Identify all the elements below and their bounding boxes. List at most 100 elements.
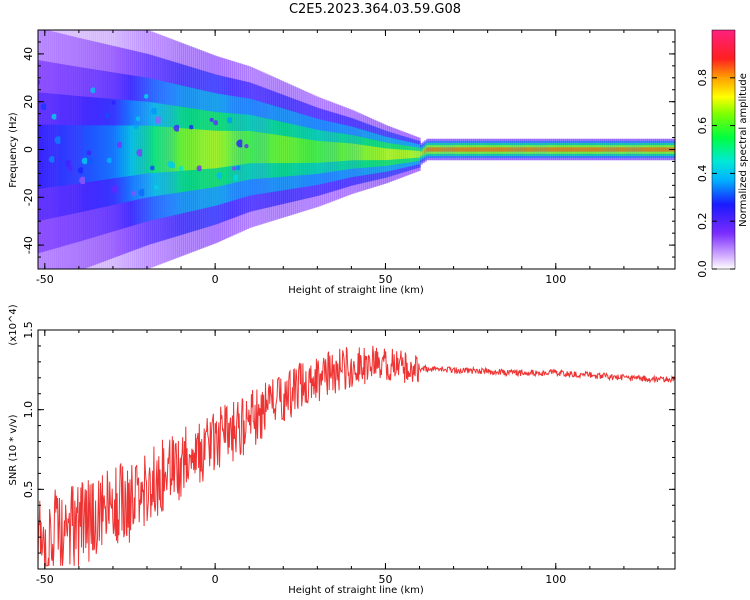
heatmap-cell — [454, 147, 458, 152]
heatmap-blob — [244, 143, 249, 149]
spectrogram-x-ticks: -50 0 50 100 — [36, 30, 659, 286]
heatmap-cell — [52, 124, 55, 187]
heatmap-cell — [493, 147, 497, 152]
heatmap-cell — [113, 125, 117, 179]
heatmap-cell — [277, 135, 280, 164]
heatmap-cell — [565, 147, 568, 152]
heatmap-cell — [297, 138, 301, 163]
heatmap-cell — [418, 150, 421, 158]
heatmap-cell — [125, 125, 129, 177]
y-tick-label: 1.0 — [22, 401, 35, 419]
heatmap-cell — [78, 125, 82, 184]
heatmap-cell — [465, 147, 468, 152]
heatmap-cell — [665, 147, 669, 152]
heatmap-cell — [352, 143, 356, 161]
heatmap-cell — [320, 141, 323, 163]
heatmap-cell — [266, 133, 270, 164]
heatmap-cell — [630, 147, 634, 152]
heatmap-cell — [395, 149, 399, 160]
heatmap-cell — [489, 147, 493, 152]
heatmap-cell — [219, 130, 223, 168]
heatmap-cell — [176, 127, 180, 172]
heatmap-blob — [138, 188, 147, 197]
y-tick-label: 0 — [22, 146, 35, 153]
heatmap-cell — [91, 125, 94, 182]
heatmap-cell — [581, 147, 585, 152]
heatmap-cell — [183, 128, 186, 171]
heatmap-cell — [228, 130, 231, 167]
heatmap-cell — [195, 129, 198, 170]
heatmap-cell — [209, 130, 213, 169]
heatmap-cell — [217, 130, 221, 168]
heatmap-blob — [90, 87, 97, 94]
heatmap-cell — [387, 148, 391, 160]
heatmap-blob — [131, 190, 137, 196]
heatmap-cell — [356, 144, 360, 161]
heatmap-cell — [338, 142, 341, 162]
figure-title: C2E5.2023.364.03.59.G08 — [288, 2, 462, 17]
heatmap-cell — [561, 147, 564, 152]
heatmap-cell — [238, 130, 241, 165]
heatmap-cell — [657, 147, 660, 152]
heatmap-blob — [135, 116, 141, 122]
snr-x-ticks: -50 0 50 100 — [36, 330, 659, 586]
heatmap-cell — [481, 147, 485, 152]
heatmap-cell — [221, 130, 225, 168]
heatmap-cell — [514, 147, 517, 152]
heatmap-cell — [346, 143, 350, 161]
heatmap-cell — [444, 147, 448, 152]
y-tick-label: 40 — [22, 47, 35, 61]
heatmap-cell — [579, 147, 583, 152]
heatmap-cell — [111, 125, 115, 179]
heatmap-cell — [328, 141, 331, 163]
heatmap-cell — [121, 125, 125, 178]
heatmap-cell — [215, 130, 219, 169]
heatmap-cell — [534, 147, 538, 152]
heatmap-cell — [548, 147, 552, 152]
heatmap-cell — [367, 145, 370, 161]
heatmap-cell — [326, 141, 329, 163]
heatmap-cell — [191, 128, 194, 171]
heatmap-cell — [260, 132, 264, 164]
heatmap-blob — [86, 150, 92, 156]
heatmap-cell — [129, 125, 133, 176]
heatmap-cell — [483, 147, 487, 152]
heatmap-cell — [211, 130, 215, 169]
heatmap-cell — [74, 125, 78, 184]
heatmap-cell — [506, 147, 509, 152]
y-tick-label: 1.5 — [22, 321, 35, 339]
heatmap-cell — [322, 141, 325, 163]
heatmap-cell — [309, 139, 313, 163]
heatmap-cell — [213, 130, 217, 169]
heatmap-cell — [604, 147, 607, 152]
heatmap-cell — [559, 147, 562, 152]
colorbar-gradient — [711, 29, 736, 270]
heatmap-cell — [526, 147, 530, 152]
heatmap-cell — [44, 124, 47, 188]
heatmap-cell — [142, 125, 145, 175]
heatmap-blob — [106, 157, 113, 164]
y-tick-label: -40 — [22, 236, 35, 254]
heatmap-cell — [397, 149, 401, 160]
heatmap-cell — [422, 150, 425, 155]
heatmap-cell — [557, 147, 560, 152]
heatmap-cell — [68, 125, 72, 185]
heatmap-blob — [154, 116, 163, 124]
heatmap-cell — [567, 147, 570, 152]
heatmap-cell — [642, 147, 646, 152]
heatmap-cell — [587, 147, 591, 152]
heatmap-cell — [434, 147, 438, 152]
heatmap-blob — [226, 116, 234, 124]
heatmap-cell — [285, 136, 288, 164]
heatmap-cell — [250, 131, 254, 164]
heatmap-cell — [461, 147, 464, 152]
heatmap-blob — [77, 167, 85, 174]
heatmap-cell — [279, 135, 282, 164]
heatmap-blob — [189, 124, 194, 130]
heatmap-blob — [111, 100, 116, 105]
heatmap-cell — [638, 147, 642, 152]
x-tick-label: 100 — [545, 273, 566, 286]
heatmap-cell — [424, 148, 427, 154]
heatmap-blob — [133, 123, 139, 129]
